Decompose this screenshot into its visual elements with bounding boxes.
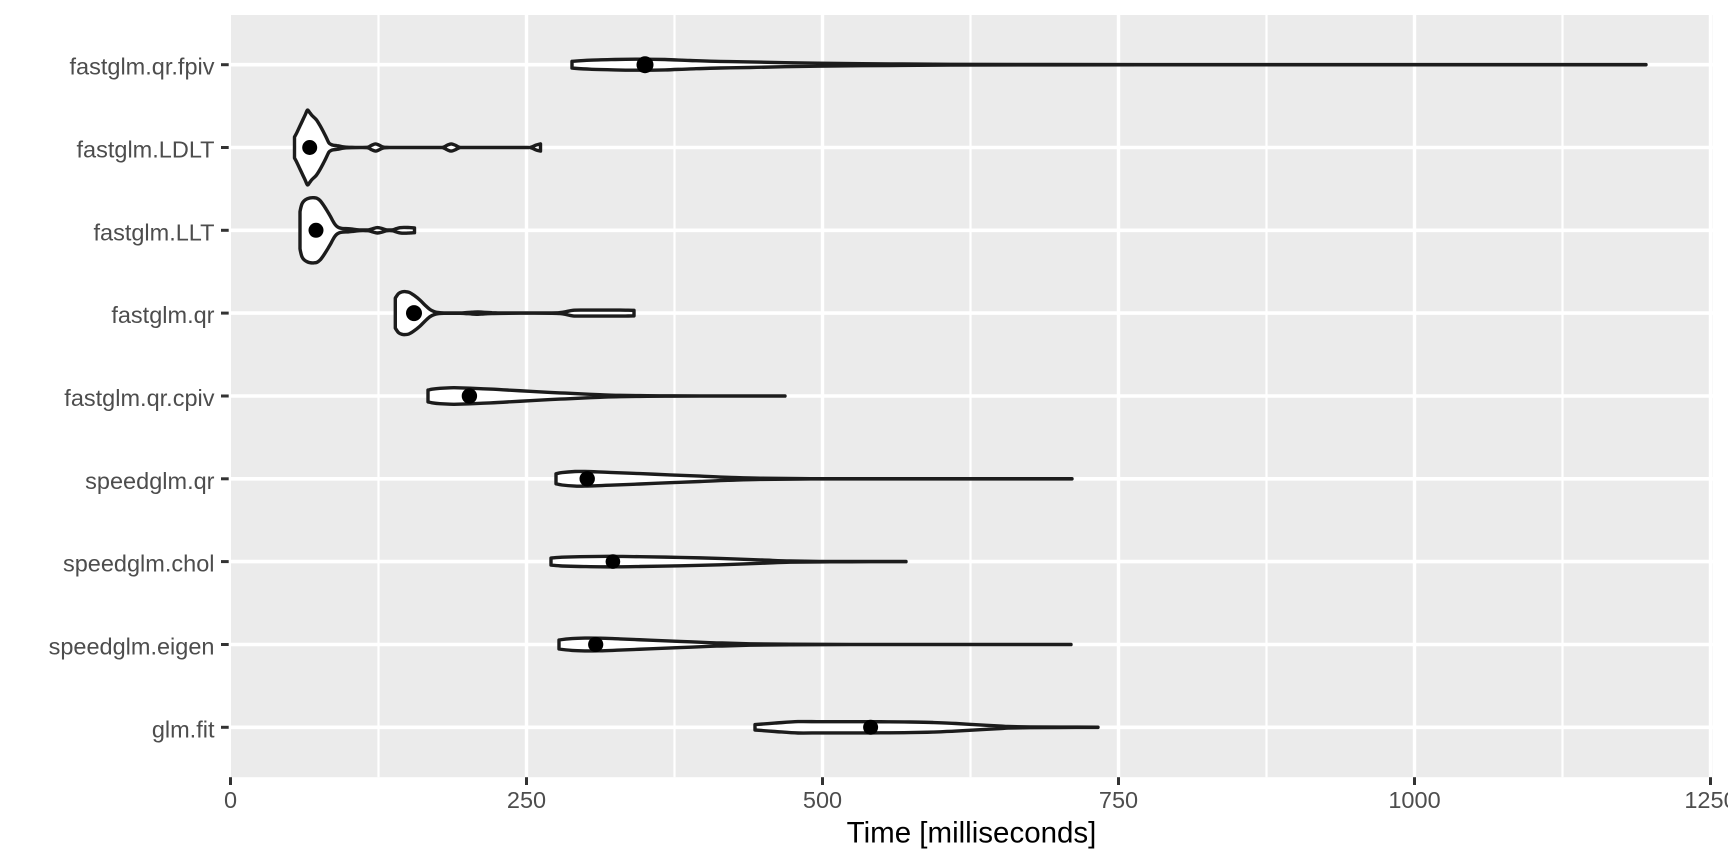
svg-text:fastglm.qr.fpiv: fastglm.qr.fpiv bbox=[70, 54, 215, 80]
svg-text:fastglm.LDLT: fastglm.LDLT bbox=[77, 137, 215, 163]
svg-text:1250: 1250 bbox=[1684, 787, 1728, 813]
svg-text:fastglm.qr: fastglm.qr bbox=[111, 302, 214, 328]
svg-text:fastglm.qr.cpiv: fastglm.qr.cpiv bbox=[64, 385, 214, 411]
svg-text:0: 0 bbox=[224, 787, 237, 813]
svg-text:speedglm.qr: speedglm.qr bbox=[85, 468, 214, 494]
svg-text:speedglm.eigen: speedglm.eigen bbox=[49, 634, 215, 660]
svg-text:500: 500 bbox=[803, 787, 842, 813]
svg-text:750: 750 bbox=[1099, 787, 1138, 813]
svg-text:speedglm.chol: speedglm.chol bbox=[63, 551, 215, 577]
svg-text:glm.fit: glm.fit bbox=[152, 716, 215, 742]
svg-text:fastglm.LLT: fastglm.LLT bbox=[93, 219, 214, 245]
svg-text:1000: 1000 bbox=[1388, 787, 1440, 813]
svg-text:250: 250 bbox=[507, 787, 546, 813]
svg-text:Time [milliseconds]: Time [milliseconds] bbox=[847, 817, 1097, 850]
